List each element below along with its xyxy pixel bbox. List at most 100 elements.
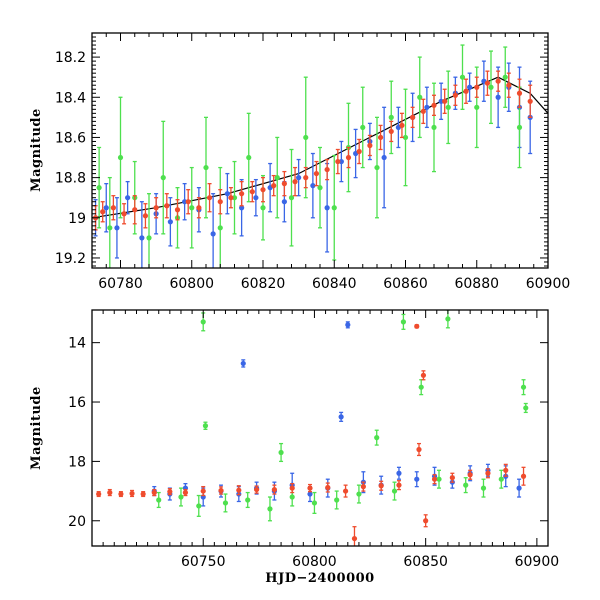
data-point <box>431 124 437 131</box>
data-point <box>445 316 451 322</box>
data-point <box>480 485 487 491</box>
data-point <box>210 231 216 237</box>
data-point <box>311 500 318 506</box>
data-point <box>310 183 316 189</box>
data-point <box>249 189 255 195</box>
y-tick-label: 18 <box>68 454 86 470</box>
data-point <box>274 175 280 181</box>
data-point <box>431 476 438 482</box>
data-point <box>351 535 358 542</box>
data-point <box>231 195 238 201</box>
data-point <box>313 170 320 177</box>
bottom-series-2 <box>96 323 527 546</box>
bottom-x-axis-label: HJD−2400000 <box>265 571 374 586</box>
data-point <box>484 80 491 86</box>
data-point <box>129 490 135 497</box>
data-point <box>396 470 402 476</box>
data-point <box>96 185 102 191</box>
data-point <box>178 494 184 500</box>
y-tick-label: 19 <box>68 211 86 227</box>
data-point <box>121 211 127 217</box>
x-tick-label: 60860 <box>383 276 428 292</box>
data-point <box>345 154 352 161</box>
data-point <box>338 158 344 165</box>
data-point <box>396 482 402 488</box>
data-point <box>182 489 189 496</box>
data-point <box>218 487 224 494</box>
x-tick-label: 60840 <box>312 276 357 292</box>
data-point <box>100 209 106 215</box>
data-point <box>289 494 295 500</box>
data-point <box>117 154 124 161</box>
data-point <box>96 491 102 497</box>
data-point <box>467 472 473 478</box>
y-tick-label: 20 <box>68 514 86 530</box>
data-point <box>118 491 124 497</box>
data-point <box>418 384 424 390</box>
data-point <box>196 205 202 211</box>
top-plot-frame <box>91 32 549 269</box>
data-point <box>516 90 523 96</box>
data-point <box>423 518 429 524</box>
top-series-2 <box>92 70 533 231</box>
data-point <box>463 88 469 94</box>
top-series-1 <box>96 44 523 268</box>
data-point <box>356 491 362 497</box>
data-point <box>114 225 120 231</box>
data-point <box>388 128 394 135</box>
data-point <box>224 191 230 197</box>
data-point <box>203 164 209 171</box>
data-point <box>107 489 113 496</box>
data-point <box>414 476 420 482</box>
data-point <box>459 74 466 80</box>
data-point <box>253 195 259 201</box>
data-point <box>520 384 527 390</box>
data-point <box>289 485 295 491</box>
bottom-ticks-layer: 60750 60800 60850 60900 14 16 18 20 <box>68 310 559 570</box>
data-point <box>103 205 109 211</box>
top-series-layer <box>92 44 548 268</box>
data-point <box>324 205 330 211</box>
top-ticks-layer: 60780 60800 60820 60840 60860 60880 60900 18.2 1… <box>55 33 570 292</box>
data-point <box>474 84 480 90</box>
data-point <box>271 183 277 189</box>
data-point <box>449 475 455 481</box>
data-point <box>307 491 313 497</box>
data-point <box>463 482 469 488</box>
data-point <box>342 488 349 494</box>
data-point <box>381 154 387 161</box>
data-point <box>488 84 494 90</box>
data-point <box>200 319 206 325</box>
data-point <box>325 484 331 491</box>
data-point <box>142 213 149 219</box>
data-point <box>442 98 448 104</box>
data-point <box>474 104 480 110</box>
data-point <box>132 207 138 213</box>
data-point <box>196 503 202 509</box>
data-point <box>281 181 287 187</box>
data-point <box>495 94 501 100</box>
data-point <box>495 78 501 84</box>
data-point <box>245 497 251 503</box>
data-point <box>222 500 229 506</box>
bottom-series-layer <box>96 310 529 546</box>
y-tick-label: 18.6 <box>55 130 86 146</box>
y-tick-label: 18.4 <box>55 90 86 106</box>
data-point <box>367 142 373 149</box>
data-point <box>217 225 223 231</box>
data-point <box>200 488 206 494</box>
data-point <box>217 199 223 205</box>
data-point <box>307 485 313 491</box>
data-point <box>185 199 191 205</box>
data-point <box>189 205 195 211</box>
data-point <box>303 175 309 181</box>
data-point <box>374 435 380 441</box>
data-point <box>167 489 173 495</box>
data-point <box>378 483 384 489</box>
data-point <box>139 235 145 241</box>
data-point <box>502 74 508 80</box>
data-point <box>296 175 302 181</box>
data-point <box>516 124 523 131</box>
data-point <box>391 488 398 494</box>
data-point <box>240 360 246 367</box>
